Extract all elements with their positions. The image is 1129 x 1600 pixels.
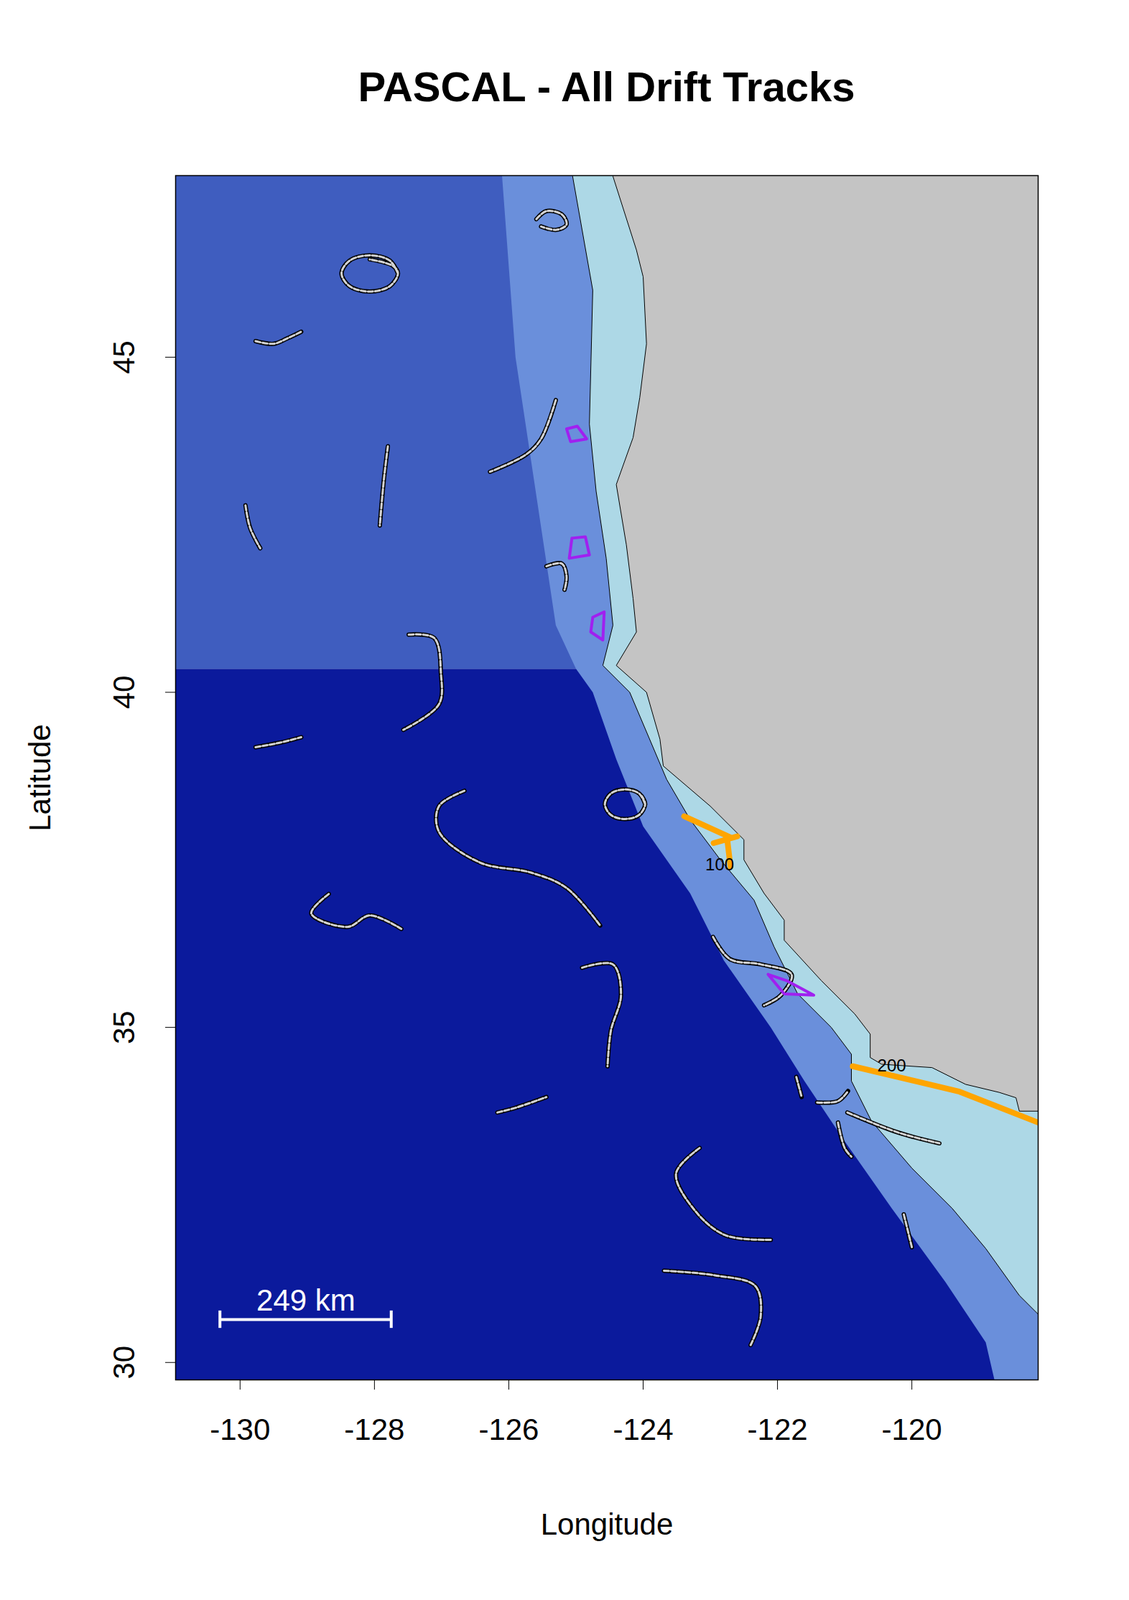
svg-text:-124: -124	[612, 1412, 673, 1447]
svg-text:-122: -122	[747, 1412, 808, 1447]
svg-text:40: 40	[107, 675, 141, 710]
html-text:PASCAL - All Drift Tracks: PASCAL - All Drift Tracks	[358, 63, 855, 110]
svg-text:249 km: 249 km	[256, 1283, 356, 1318]
svg-text:35: 35	[107, 1010, 141, 1045]
svg-text:200: 200	[877, 1055, 907, 1076]
svg-text:-128: -128	[344, 1412, 405, 1447]
svg-text:-126: -126	[478, 1412, 539, 1447]
svg-text:30: 30	[107, 1345, 141, 1380]
svg-text:Latitude: Latitude	[22, 723, 57, 831]
svg-text:100: 100	[705, 854, 734, 875]
svg-text:-130: -130	[209, 1412, 271, 1447]
svg-text:45: 45	[107, 340, 141, 375]
svg-text:Longitude: Longitude	[540, 1507, 674, 1542]
svg-text:-120: -120	[881, 1412, 943, 1447]
